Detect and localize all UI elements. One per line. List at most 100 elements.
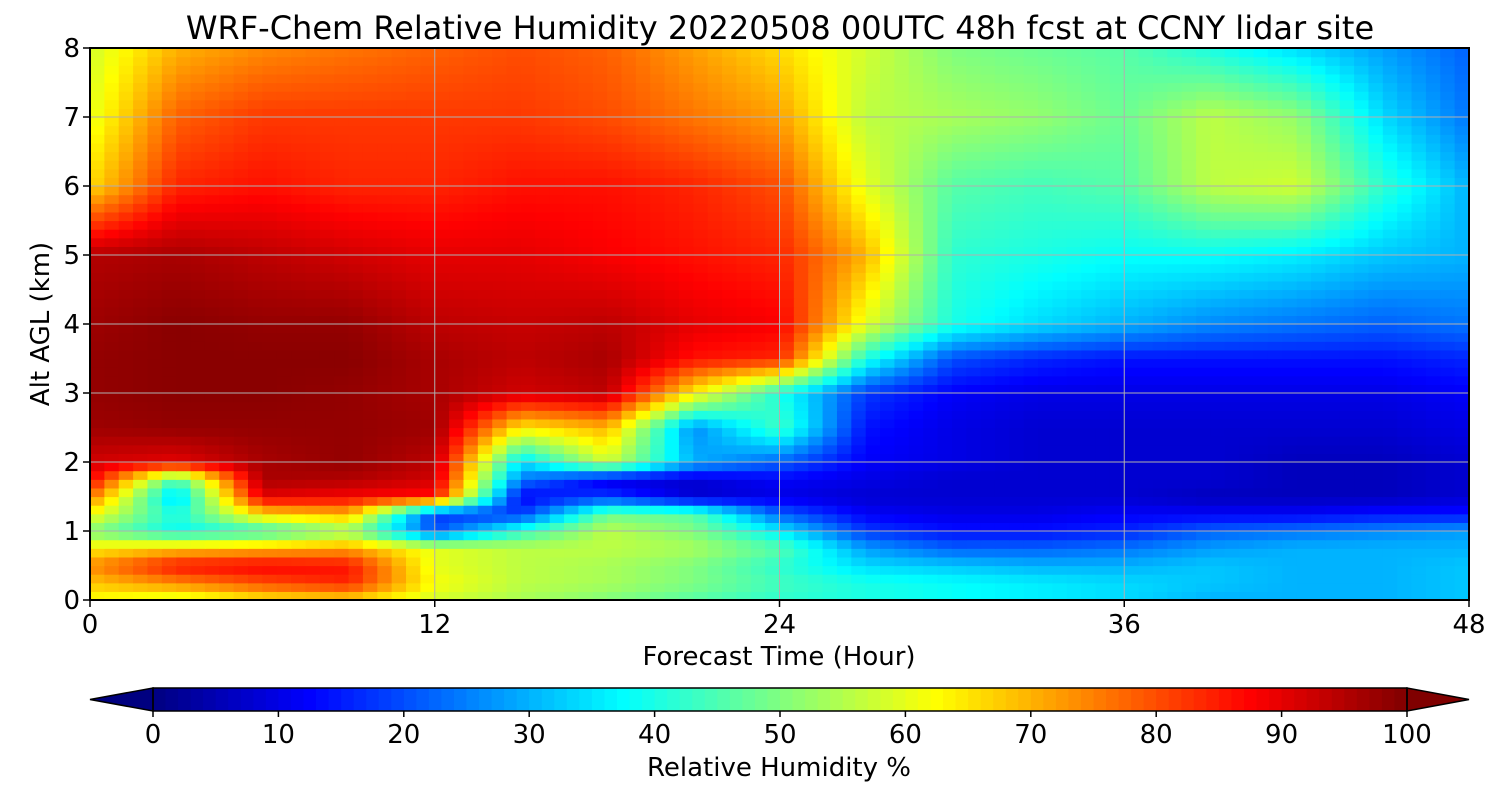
heatmap-cell xyxy=(578,496,594,506)
heatmap-cell xyxy=(635,211,651,222)
heatmap-cell xyxy=(1052,194,1068,204)
heatmap-cell xyxy=(406,479,421,489)
heatmap-cell xyxy=(319,160,335,170)
heatmap-cell xyxy=(520,160,536,170)
heatmap-cell xyxy=(1354,513,1370,523)
heatmap-cell xyxy=(707,410,723,420)
heatmap-cell xyxy=(607,582,623,592)
heatmap-cell xyxy=(693,194,709,204)
heatmap-cell xyxy=(1325,315,1341,325)
heatmap-cell xyxy=(1382,410,1398,420)
heatmap-cell xyxy=(880,237,896,247)
heatmap-cell xyxy=(851,211,867,222)
heatmap-cell xyxy=(477,211,493,222)
heatmap-cell xyxy=(664,582,680,592)
heatmap-cell xyxy=(951,522,967,532)
heatmap-cell xyxy=(980,487,996,498)
heatmap-cell xyxy=(722,582,738,592)
heatmap-cell xyxy=(1038,591,1054,601)
heatmap-cell xyxy=(1239,531,1255,541)
heatmap-cell xyxy=(1425,479,1441,489)
heatmap-cell xyxy=(736,384,752,394)
heatmap-cell xyxy=(291,349,307,360)
heatmap-cell xyxy=(1382,220,1398,230)
heatmap-cell xyxy=(1095,505,1111,515)
heatmap-cell xyxy=(1325,151,1341,161)
heatmap-cell xyxy=(391,315,407,325)
heatmap-cell xyxy=(1282,565,1298,575)
heatmap-cell xyxy=(1038,220,1054,230)
heatmap-cell xyxy=(664,548,680,558)
heatmap-cell xyxy=(520,487,536,498)
heatmap-cell xyxy=(1354,574,1370,584)
heatmap-cell xyxy=(865,341,881,351)
heatmap-cell xyxy=(1411,229,1427,239)
heatmap-cell xyxy=(492,522,508,532)
heatmap-cell xyxy=(1397,410,1413,420)
heatmap-cell xyxy=(822,151,838,161)
heatmap-cell xyxy=(1066,341,1082,351)
heatmap-cell xyxy=(1052,487,1068,498)
heatmap-cell xyxy=(434,237,450,247)
heatmap-cell xyxy=(90,298,105,308)
heatmap-cell xyxy=(1052,315,1068,325)
heatmap-cell xyxy=(1253,401,1269,411)
heatmap-cell xyxy=(276,375,292,385)
heatmap-cell xyxy=(406,470,421,480)
heatmap-cell xyxy=(1454,367,1470,377)
heatmap-cell xyxy=(520,410,536,420)
heatmap-cell xyxy=(1066,384,1082,394)
heatmap-cell xyxy=(1038,531,1054,541)
heatmap-cell xyxy=(176,177,192,187)
heatmap-cell xyxy=(1081,436,1097,446)
heatmap-cell xyxy=(133,272,149,282)
heatmap-cell xyxy=(90,263,105,273)
heatmap-cell xyxy=(966,384,982,394)
heatmap-cell xyxy=(722,505,738,515)
heatmap-cell xyxy=(219,574,235,584)
heatmap-cell xyxy=(291,591,307,601)
heatmap-cell xyxy=(1310,487,1326,498)
heatmap-cell xyxy=(334,298,350,308)
heatmap-cell xyxy=(1382,548,1398,558)
heatmap-cell xyxy=(391,237,407,247)
heatmap-cell xyxy=(1052,151,1068,161)
heatmap-cell xyxy=(492,349,508,360)
heatmap-cell xyxy=(865,565,881,575)
heatmap-cell xyxy=(319,177,335,187)
heatmap-cell xyxy=(822,496,838,506)
heatmap-cell xyxy=(1095,160,1111,170)
heatmap-cell xyxy=(1368,332,1384,342)
heatmap-cell xyxy=(650,332,666,342)
heatmap-cell xyxy=(1081,479,1097,489)
heatmap-cell xyxy=(966,531,982,541)
heatmap-cell xyxy=(750,315,766,325)
heatmap-cell xyxy=(1354,203,1370,213)
heatmap-cell xyxy=(793,410,809,420)
heatmap-cell xyxy=(334,237,350,247)
heatmap-cell xyxy=(391,341,407,351)
heatmap-cell xyxy=(449,505,465,515)
heatmap-cell xyxy=(592,574,608,584)
heatmap-cell xyxy=(621,582,637,592)
heatmap-cell xyxy=(1325,358,1341,368)
heatmap-cell xyxy=(492,367,508,377)
heatmap-cell xyxy=(1181,444,1197,454)
heatmap-cell xyxy=(190,522,206,532)
heatmap-cell xyxy=(262,505,278,515)
heatmap-cell xyxy=(865,263,881,273)
heatmap-cell xyxy=(865,298,881,308)
heatmap-cell xyxy=(377,229,393,239)
heatmap-cell xyxy=(1368,341,1384,351)
heatmap-cell xyxy=(406,229,421,239)
heatmap-cell xyxy=(147,289,163,299)
heatmap-cell xyxy=(779,349,795,360)
heatmap-cell xyxy=(334,375,350,385)
heatmap-cell xyxy=(865,513,881,523)
heatmap-cell xyxy=(161,418,177,429)
heatmap-cell xyxy=(980,479,996,489)
heatmap-cell xyxy=(923,220,939,230)
heatmap-cell xyxy=(1382,315,1398,325)
heatmap-cell xyxy=(880,418,896,429)
heatmap-cell xyxy=(319,591,335,601)
